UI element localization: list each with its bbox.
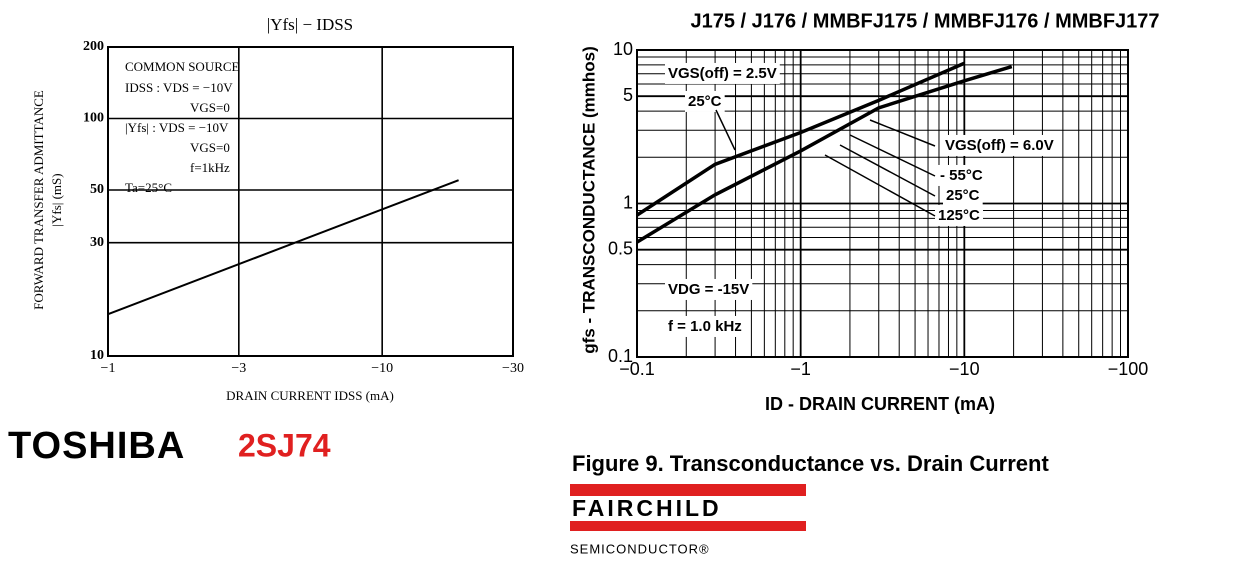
annotation-bg <box>665 278 753 300</box>
pointer <box>839 144 936 197</box>
caption: Figure 9. Transconductance vs. Drain Cur… <box>572 451 1049 476</box>
annotation: 25°C <box>688 93 722 110</box>
annotation-bg <box>685 90 725 112</box>
annotation: IDSS : VDS = −10V <box>125 80 233 95</box>
y-axis-label: gfs - TRANSCONDUCTANCE (mmhos) <box>579 46 598 354</box>
pointer <box>869 119 936 147</box>
annotation: VGS=0 <box>190 140 230 155</box>
x-tick-label: −0.1 <box>619 359 655 379</box>
chart-title: J175 / J176 / MMBFJ175 / MMBFJ176 / MMBF… <box>690 10 1159 32</box>
chart-title: |Yfs| − IDSS <box>267 15 353 34</box>
y-tick-label: 100 <box>83 111 104 126</box>
annotation: VGS(off) = 2.5V <box>668 65 777 82</box>
annotation-bg <box>665 315 745 337</box>
x-tick-label: −1 <box>101 361 116 376</box>
y-tick-label: 0.5 <box>608 238 633 258</box>
y-tick-label: 5 <box>623 85 633 105</box>
annotation-bg <box>935 204 984 226</box>
x-tick-label: −30 <box>502 361 524 376</box>
annotation: VDG = -15V <box>668 281 749 298</box>
annotation: f = 1.0 kHz <box>668 318 742 335</box>
y-tick-label: 10 <box>613 39 633 59</box>
plot-frame <box>107 46 514 357</box>
curve <box>636 61 966 217</box>
y-tick-label: 200 <box>83 39 104 54</box>
y-tick-label: 10 <box>90 348 104 363</box>
annotation-bg <box>943 184 983 206</box>
annotation: Ta=25°C <box>125 180 172 195</box>
annotation: 25°C <box>946 187 980 204</box>
y-tick-label: 30 <box>90 235 104 250</box>
y-tick-label: 1 <box>623 192 633 212</box>
plot-frame <box>636 49 1129 358</box>
logo-bar <box>570 484 806 496</box>
logo-sub: SEMICONDUCTOR® <box>570 541 710 556</box>
x-tick-label: −10 <box>371 361 393 376</box>
note-box <box>118 55 296 200</box>
pointer <box>849 134 936 177</box>
part-number: 2SJ74 <box>238 427 331 463</box>
annotation: f=1kHz <box>190 160 230 175</box>
y-axis-label: FORWARD TRANSFER ADMITTANCE <box>31 90 46 310</box>
annotation: COMMON SOURCE <box>125 59 240 74</box>
annotation: - 55°C <box>940 167 983 184</box>
y-axis-label: |Yfs| (mS) <box>49 173 64 226</box>
annotation-bg <box>665 62 780 84</box>
annotation-bg <box>937 164 986 186</box>
annotation: 125°C <box>938 207 980 224</box>
logo: FAIRCHILD <box>572 495 722 521</box>
x-tick-label: −1 <box>790 359 811 379</box>
annotation: VGS=0 <box>190 100 230 115</box>
curve <box>107 179 459 316</box>
logo-bar <box>570 521 806 531</box>
annotation-bg <box>942 134 1057 156</box>
brand: TOSHIBA <box>8 425 185 467</box>
curve <box>636 64 1013 244</box>
annotation: VGS(off) = 6.0V <box>945 137 1054 154</box>
pointer <box>824 154 936 217</box>
pointer <box>715 109 736 151</box>
x-tick-label: −100 <box>1108 359 1149 379</box>
x-axis-label: ID - DRAIN CURRENT (mA) <box>765 394 995 414</box>
x-axis-label: DRAIN CURRENT IDSS (mA) <box>226 388 394 403</box>
y-tick-label: 50 <box>90 182 104 197</box>
y-tick-label: 0.1 <box>608 346 633 366</box>
x-tick-label: −3 <box>231 361 246 376</box>
annotation: |Yfs| : VDS = −10V <box>125 120 229 135</box>
x-tick-label: −10 <box>949 359 980 379</box>
